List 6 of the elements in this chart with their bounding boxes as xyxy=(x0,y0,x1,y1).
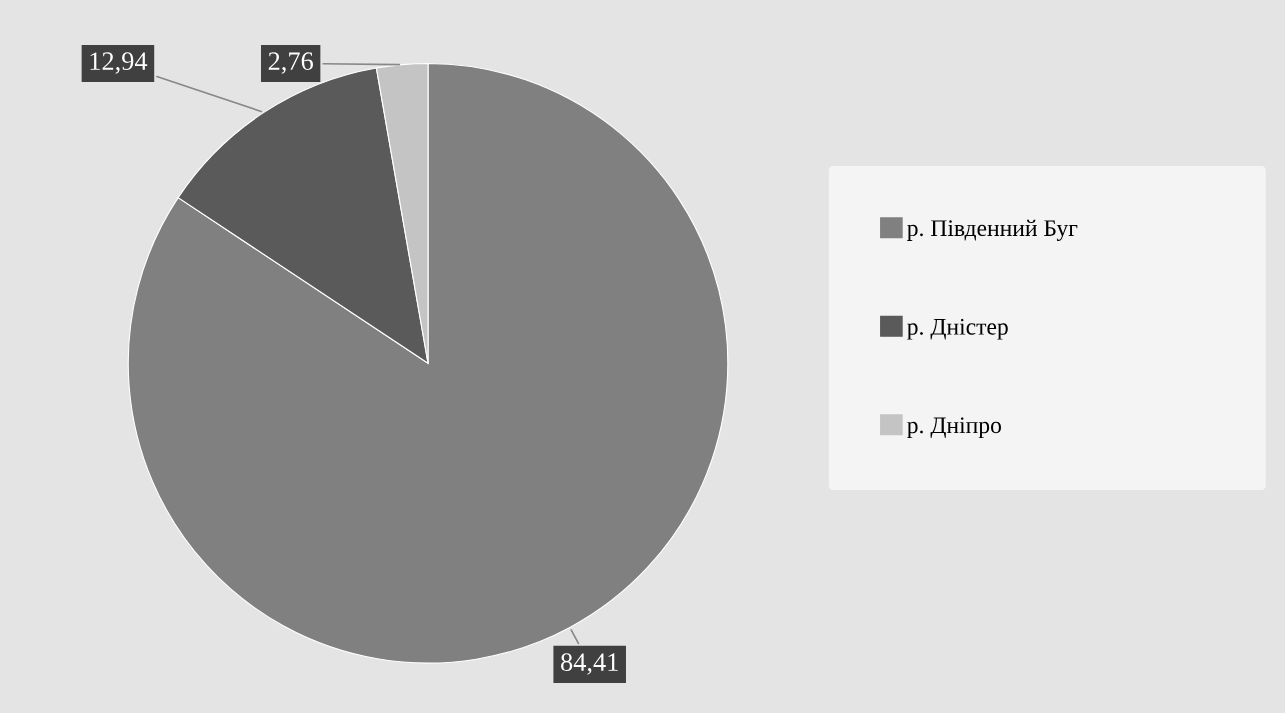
data-label: 84,41 xyxy=(561,653,618,675)
data-label: 2,76 xyxy=(268,52,313,74)
legend-label: р. Дніпро xyxy=(907,417,1001,439)
legend-label: р. Південний Буг xyxy=(907,219,1078,241)
legend-label: р. Дністер xyxy=(907,318,1008,340)
data-label: 12,94 xyxy=(90,52,148,74)
